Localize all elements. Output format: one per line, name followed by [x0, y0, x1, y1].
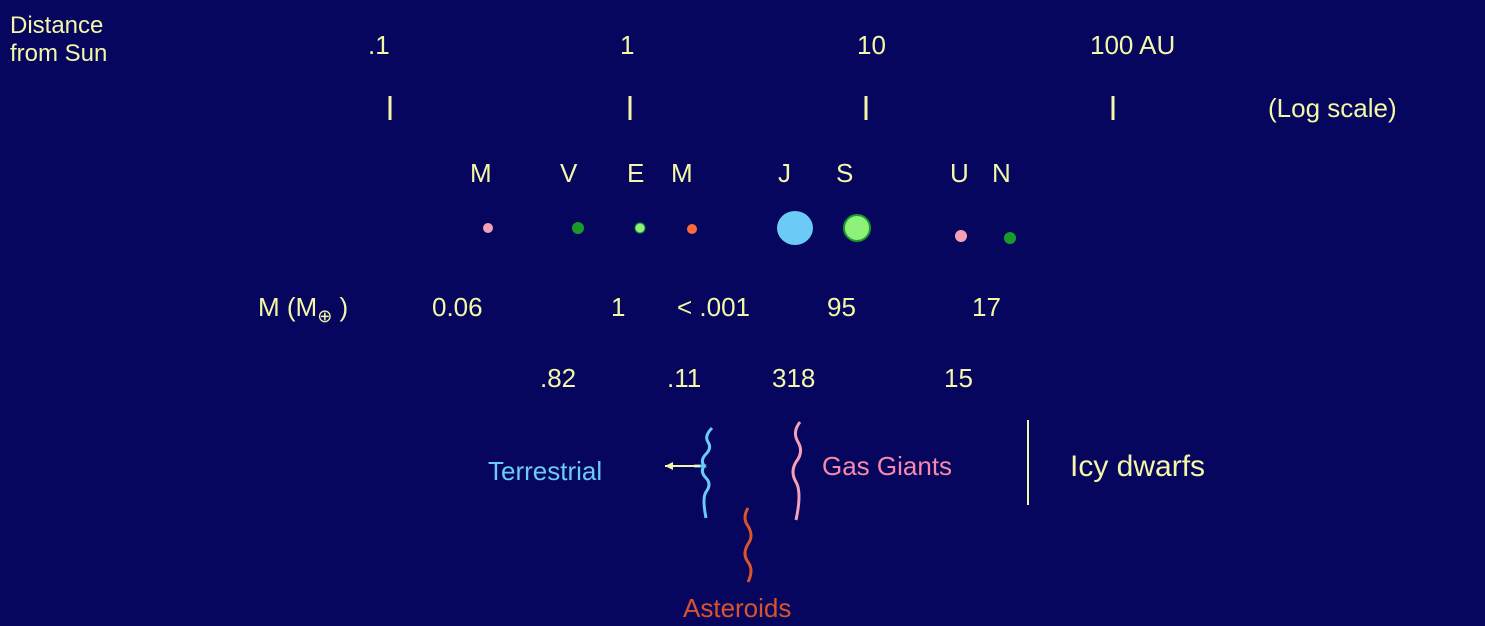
mass-value: < .001: [677, 292, 751, 322]
planet-label: M: [470, 158, 492, 188]
planet-label: M: [671, 158, 693, 188]
mass-value: 0.06: [432, 292, 483, 322]
mass-value: 95: [827, 292, 856, 322]
mass-value: 17: [972, 292, 1001, 322]
axis-label-line: Distance: [10, 12, 104, 39]
scale-note: (Log scale): [1268, 93, 1397, 123]
planet-dot: [955, 230, 967, 242]
mass-label-text: M (M: [258, 292, 318, 322]
mass-value: .11: [667, 363, 702, 393]
group-label: Icy dwarfs: [1070, 450, 1206, 483]
terrestrial-brace: [694, 426, 714, 519]
mass-label: M (M⊕ ): [258, 292, 348, 331]
planet-dot: [687, 224, 697, 234]
planet-label: J: [778, 158, 791, 188]
mass-value: 1: [611, 292, 626, 322]
group-label: Gas Giants: [822, 451, 953, 481]
mass-label-end: ): [339, 292, 349, 322]
scale-label: 10: [857, 30, 886, 60]
mass-symbol: ⊕: [317, 306, 333, 327]
asteroids-brace: [743, 507, 753, 583]
group-label: Terrestrial: [488, 456, 603, 486]
arrow-head: [665, 462, 673, 470]
scale-ticks: [388, 96, 1115, 120]
scale-label: 1: [620, 30, 635, 60]
planet-dot: [634, 222, 646, 234]
group-label: Asteroids: [683, 593, 792, 623]
axis-label-line: from Sun: [10, 40, 108, 67]
scale-label: .1: [368, 30, 390, 60]
planet-label: S: [836, 158, 854, 188]
planet-dot: [572, 222, 584, 234]
planet-label: U: [950, 158, 969, 188]
mass-value: 15: [944, 363, 973, 393]
planet-label: E: [627, 158, 645, 188]
planet-dot: [1004, 232, 1016, 244]
planet-label: V: [560, 158, 578, 188]
scale-label: 100 AU: [1090, 30, 1176, 60]
planet-label: N: [992, 158, 1011, 188]
mass-value: .82: [540, 363, 577, 393]
mass-value: 318: [772, 363, 816, 393]
planet-dot: [777, 211, 813, 245]
axis-label: Distance from Sun: [10, 12, 107, 68]
planet-dot: [843, 214, 871, 242]
planet-dot: [483, 223, 493, 233]
gas-giants-brace: [791, 421, 803, 521]
